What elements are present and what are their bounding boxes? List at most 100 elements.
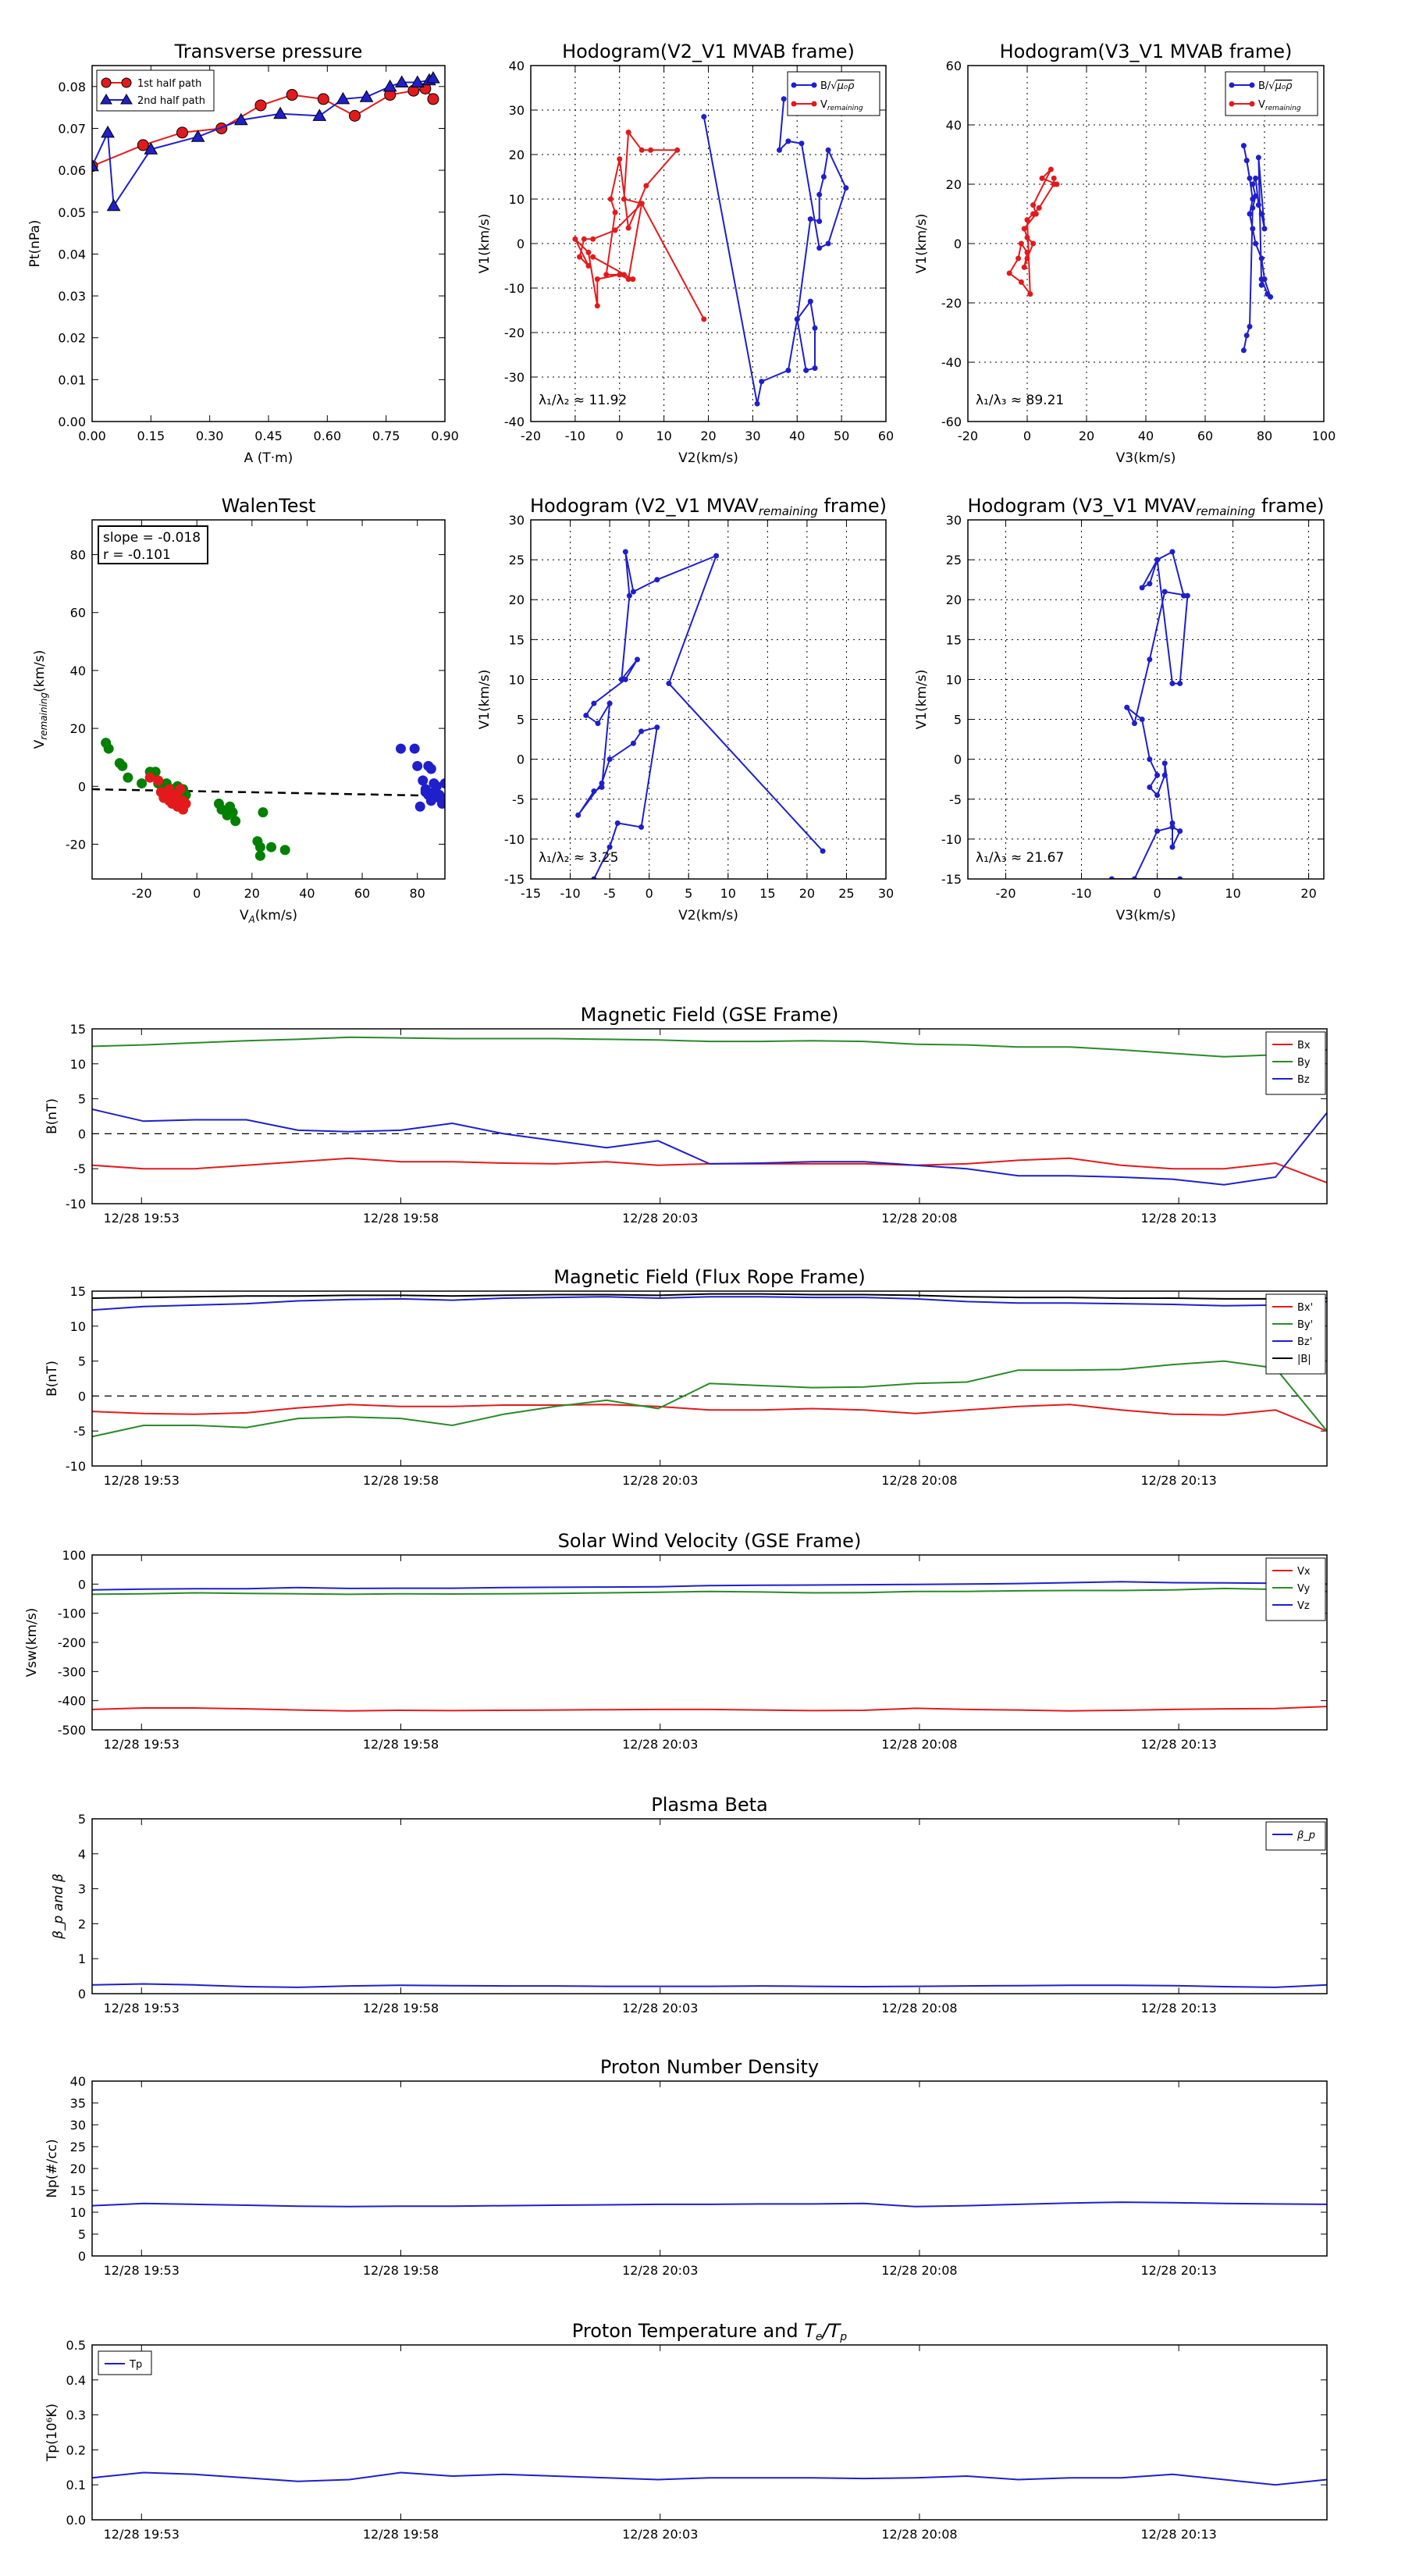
data-point xyxy=(1247,211,1253,217)
data-point xyxy=(1154,772,1161,778)
data-point xyxy=(429,778,439,789)
legend-marker xyxy=(1229,82,1235,88)
data-point xyxy=(1039,175,1045,181)
data-point xyxy=(1147,756,1153,763)
data-point xyxy=(1147,581,1153,587)
data-point xyxy=(1147,784,1153,790)
legend-marker xyxy=(811,82,817,88)
y-tick-label: 25 xyxy=(509,553,525,568)
y-tick-label: -10 xyxy=(66,1197,86,1212)
data-point xyxy=(585,249,592,255)
x-axis-label: V3(km/s) xyxy=(1116,450,1176,466)
y-tick-label: 35 xyxy=(70,2096,86,2111)
y-tick-label: -20 xyxy=(66,837,86,852)
y-tick-label: 0.08 xyxy=(58,80,86,94)
y-tick-label: 40 xyxy=(946,118,962,133)
y-tick-label: 0 xyxy=(78,2249,86,2264)
x-tick-label: 12/28 20:03 xyxy=(622,1473,698,1488)
legend-box xyxy=(1225,71,1318,116)
chart-title: Hodogram (V2_V1 MVAVremaining frame) xyxy=(530,495,887,518)
data-point xyxy=(273,106,287,119)
y-tick-label: 0 xyxy=(517,237,525,251)
y-tick-label: -10 xyxy=(941,832,962,847)
eigen-ratio-label: λ₁/λ₂ ≈ 11.92 xyxy=(539,393,627,408)
x-tick-label: 12/28 19:58 xyxy=(363,1211,439,1226)
y-tick-label: 5 xyxy=(517,713,525,728)
data-point xyxy=(1139,585,1145,591)
data-point xyxy=(190,130,205,142)
data-point xyxy=(630,740,636,746)
data-point xyxy=(1177,876,1183,879)
data-point xyxy=(1161,772,1168,778)
data-point xyxy=(286,89,298,101)
x-tick-label: 12/28 19:53 xyxy=(104,1211,180,1226)
data-point xyxy=(230,816,241,827)
data-point xyxy=(176,126,189,139)
data-point xyxy=(803,367,809,373)
data-point xyxy=(1253,193,1259,199)
x-tick-label: 0 xyxy=(616,429,624,443)
data-point xyxy=(1018,279,1024,285)
data-point xyxy=(106,198,121,212)
data-point xyxy=(638,824,645,831)
data-point xyxy=(666,681,672,687)
data-point xyxy=(590,254,596,260)
x-tick-label: -20 xyxy=(131,886,151,901)
x-tick-label: 0.45 xyxy=(254,429,283,443)
data-point xyxy=(612,209,618,215)
plot-area xyxy=(92,2471,1327,2486)
legend-marker xyxy=(101,77,112,88)
y-tick-label: 20 xyxy=(946,177,962,192)
data-point xyxy=(1139,717,1145,723)
x-tick-label: 0 xyxy=(1153,886,1161,901)
y-tick-label: -5 xyxy=(73,1162,86,1176)
plot-frame xyxy=(91,1818,1328,1994)
data-point xyxy=(1024,217,1030,223)
y-axis-label: β_p and β xyxy=(51,1873,66,1940)
data-point xyxy=(144,142,158,155)
data-point xyxy=(1243,158,1250,164)
y-tick-label: 0 xyxy=(78,779,86,794)
series-line xyxy=(1008,169,1058,297)
data-point xyxy=(599,780,605,786)
series-line xyxy=(92,2201,1327,2208)
data-point xyxy=(1177,828,1183,834)
data-point xyxy=(674,147,681,153)
plot-frame xyxy=(967,65,1325,422)
data-point xyxy=(434,789,445,800)
plot-area xyxy=(572,96,849,407)
data-point xyxy=(1240,143,1247,149)
x-tick-label: 80 xyxy=(1257,429,1272,443)
x-tick-label: 20 xyxy=(700,429,716,443)
x-tick-label: 12/28 19:53 xyxy=(104,1473,180,1488)
x-tick-label: 0.15 xyxy=(137,429,165,443)
data-point xyxy=(1021,226,1027,232)
y-axis-label: V1(km/s) xyxy=(914,670,930,730)
y-axis-label: Np(#/cc) xyxy=(44,2139,60,2197)
y-axis-label: Vsw(km/s) xyxy=(24,1608,40,1678)
x-tick-label: 12/28 20:03 xyxy=(622,1211,698,1226)
legend-label: Vx xyxy=(1297,1566,1311,1578)
data-point xyxy=(820,848,826,854)
y-tick-label: -20 xyxy=(504,326,525,340)
data-point xyxy=(777,147,782,153)
y-tick-label: 0.4 xyxy=(66,2373,86,2388)
data-point xyxy=(638,728,645,735)
legend-label: By' xyxy=(1297,1319,1313,1331)
x-tick-label: 0 xyxy=(1023,429,1031,443)
y-tick-label: -40 xyxy=(941,355,962,370)
legend-marker xyxy=(1229,101,1235,107)
data-point xyxy=(1264,291,1271,297)
x-tick-label: 12/28 19:58 xyxy=(363,2527,439,2542)
y-tick-label: 100 xyxy=(62,1548,86,1563)
data-point xyxy=(785,367,791,373)
plot-frame xyxy=(91,1554,1328,1731)
y-tick-label: -5 xyxy=(949,792,962,807)
y-tick-label: 40 xyxy=(70,664,86,678)
x-tick-label: 12/28 19:58 xyxy=(363,1473,439,1488)
data-point xyxy=(1006,270,1012,276)
data-point xyxy=(1021,264,1027,270)
y-tick-label: 20 xyxy=(70,721,86,736)
y-tick-label: 20 xyxy=(946,592,962,607)
legend-label: Vy xyxy=(1297,1583,1311,1595)
